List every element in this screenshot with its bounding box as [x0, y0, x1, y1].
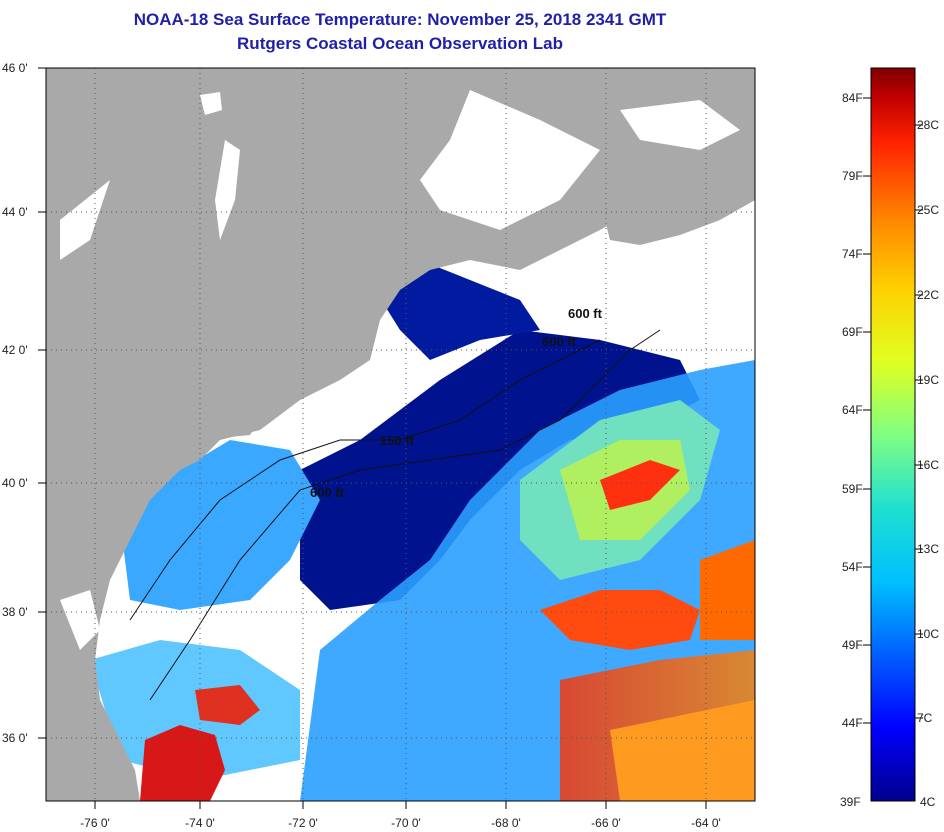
colorbar-f-label: 49F — [842, 638, 863, 652]
contour-label-600ft-c: 600 ft — [310, 485, 345, 500]
colorbar-f-label: 59F — [842, 482, 863, 496]
map-frame — [45, 67, 756, 802]
colorbar-f-label: 64F — [842, 403, 863, 417]
colorbar-f-label: 69F — [842, 325, 863, 339]
contour-label-600ft-a: 600 ft — [568, 306, 603, 321]
lon-label-76: -76 0' — [80, 816, 110, 830]
lat-label-44: 44 0' — [2, 205, 28, 219]
lat-label-42: 42 0' — [2, 343, 28, 357]
lat-label-38: 38 0' — [2, 605, 28, 619]
contour-label-600ft-b: 600 ft — [542, 334, 577, 349]
warm-eddy — [540, 590, 700, 650]
contour-label-150ft: 150 ft — [380, 433, 415, 448]
map-plot-area — [46, 68, 755, 801]
colorbar-f-label: 79F — [842, 169, 863, 183]
colorbar — [870, 67, 916, 802]
lon-label-64: -64 0' — [691, 816, 721, 830]
map-title: NOAA-18 Sea Surface Temperature: Novembe… — [133, 10, 667, 29]
lon-label-74: -74 0' — [185, 816, 215, 830]
colorbar-f-label: 54F — [842, 560, 863, 574]
lon-label-66: -66 0' — [591, 816, 621, 830]
lat-label-36: 36 0' — [2, 731, 28, 745]
warm-patch-south — [140, 725, 225, 801]
colorbar-f-label: 74F — [842, 247, 863, 261]
lon-label-68: -68 0' — [491, 816, 521, 830]
land-mass-us — [46, 68, 755, 801]
colorbar-c-label: 25C — [917, 203, 939, 217]
colorbar-c-label: 7C — [917, 711, 933, 725]
colorbar-c-label: 13C — [917, 542, 939, 556]
land-mass-nova-scotia — [600, 140, 755, 245]
colorbar-c-label: 4C — [920, 795, 936, 809]
contour-600ft — [149, 329, 661, 701]
colorbar-c-label: 10C — [917, 627, 939, 641]
colorbar-c-label: 28C — [917, 118, 939, 132]
colorbar-f-label: 84F — [842, 91, 863, 105]
colorbar-c-label: 22C — [917, 288, 939, 302]
contour-150ft — [129, 339, 601, 621]
lat-label-40: 40 0' — [2, 476, 28, 490]
lat-label-46: 46 0' — [2, 61, 28, 75]
map-subtitle: Rutgers Coastal Ocean Observation Lab — [237, 34, 563, 53]
colorbar-f-label: 39F — [840, 795, 861, 809]
colorbar-c-label: 16C — [917, 458, 939, 472]
lon-label-72: -72 0' — [288, 816, 318, 830]
colorbar-f-label: 44F — [842, 716, 863, 730]
lon-label-70: -70 0' — [391, 816, 421, 830]
colorbar-c-label: 19C — [917, 373, 939, 387]
